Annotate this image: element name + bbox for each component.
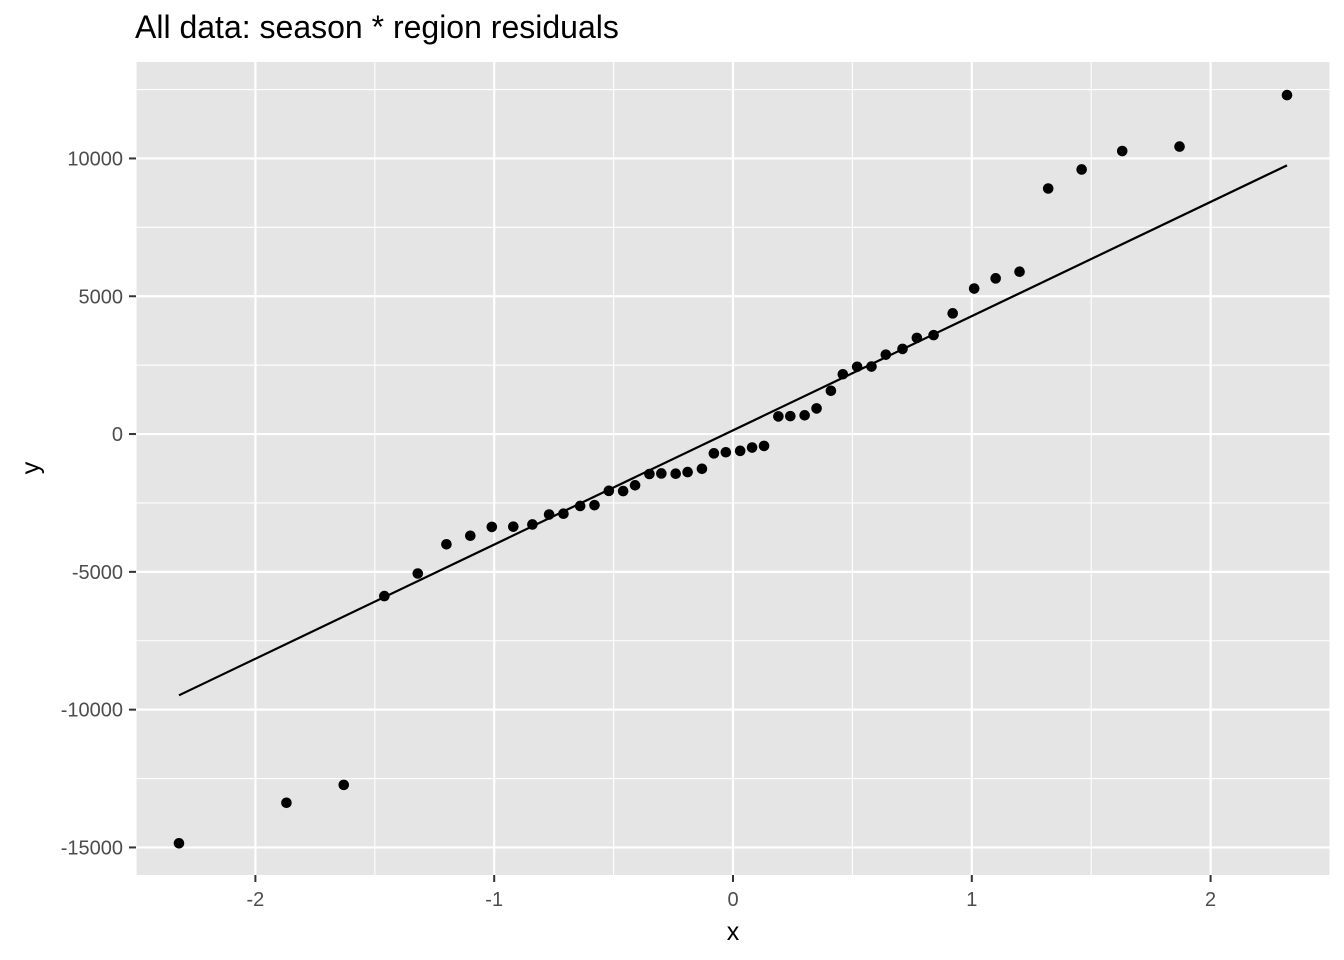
data-point <box>880 349 892 360</box>
data-point <box>441 538 452 550</box>
data-point <box>990 273 1001 284</box>
data-point <box>1014 266 1025 278</box>
data-point <box>1116 145 1128 157</box>
y-tick-label: -15000 <box>61 837 123 859</box>
data-point <box>412 568 424 579</box>
y-axis-title: y <box>17 461 45 474</box>
x-axis-title: x <box>727 918 740 946</box>
data-point <box>947 308 958 319</box>
x-tick-label: -1 <box>485 889 503 911</box>
data-point <box>629 480 641 491</box>
data-point <box>799 410 810 421</box>
y-tick-label: 0 <box>112 424 123 446</box>
data-point <box>928 329 939 341</box>
data-points <box>173 89 1293 849</box>
x-tick-label: 1 <box>966 889 977 911</box>
data-point <box>746 442 758 453</box>
data-point <box>1042 183 1054 194</box>
data-point <box>968 283 980 294</box>
x-axis-ticks: -2 -1 0 1 2 <box>247 875 1216 911</box>
data-point <box>527 519 538 530</box>
data-point <box>486 521 498 533</box>
data-point <box>911 332 923 344</box>
y-tick-label: 10000 <box>67 148 123 170</box>
y-tick-label: -5000 <box>72 562 123 584</box>
data-point <box>811 403 822 414</box>
data-point <box>696 463 708 475</box>
data-point <box>866 361 877 372</box>
data-point <box>1076 164 1087 175</box>
y-tick-label: -10000 <box>61 700 123 722</box>
data-point <box>682 466 693 478</box>
data-point <box>785 410 796 422</box>
data-point <box>589 499 600 511</box>
data-point <box>670 468 681 480</box>
chart-title: All data: season * region residuals <box>135 9 619 45</box>
data-point <box>603 485 615 497</box>
data-point <box>825 385 837 397</box>
data-point <box>758 440 770 452</box>
data-point <box>1281 89 1293 101</box>
major-gridlines <box>136 62 1330 875</box>
reference-line <box>178 164 1288 697</box>
data-point <box>837 368 849 380</box>
data-point <box>734 445 746 457</box>
data-point <box>379 590 390 602</box>
data-point <box>1174 141 1185 152</box>
y-tick-label: 5000 <box>79 286 124 308</box>
data-point <box>708 448 720 459</box>
reference-line-layer <box>178 164 1288 697</box>
data-point <box>720 446 732 458</box>
data-point <box>851 361 863 373</box>
data-point <box>617 485 629 497</box>
data-point <box>338 779 350 791</box>
y-axis-ticks: -15000 -10000 -5000 0 5000 10000 <box>61 148 136 859</box>
data-point <box>173 838 185 849</box>
data-point <box>281 797 292 809</box>
x-tick-label: -2 <box>247 889 265 911</box>
data-point <box>465 530 476 542</box>
x-tick-label: 2 <box>1205 889 1216 911</box>
data-point <box>543 509 555 520</box>
data-point <box>558 508 569 519</box>
data-point <box>656 468 667 479</box>
data-point <box>644 468 655 480</box>
data-point <box>508 521 519 532</box>
data-point <box>897 343 908 355</box>
x-tick-label: 0 <box>727 889 738 911</box>
data-point <box>574 500 586 512</box>
data-point <box>773 411 784 422</box>
